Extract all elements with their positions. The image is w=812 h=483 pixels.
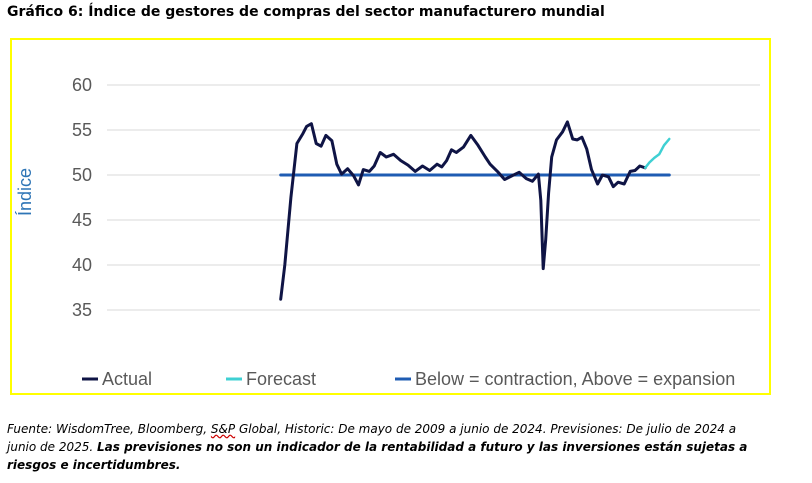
y-tick-label: 50 — [72, 165, 92, 185]
y-tick-label: 55 — [72, 120, 92, 140]
gridlines — [107, 84, 760, 311]
series-actual-line — [279, 120, 647, 301]
y-tick-label: 40 — [72, 255, 92, 275]
y-axis-ticks: 35 40 45 50 55 60 — [72, 75, 92, 320]
chart-svg: 35 40 45 50 55 60 Índice Actual Forecast Below … — [15, 75, 760, 389]
y-axis-label: Índice — [15, 168, 35, 216]
y-tick-label: 35 — [72, 300, 92, 320]
y-tick-label: 60 — [72, 75, 92, 95]
series-forecast-line — [643, 137, 671, 170]
legend-label-1: Forecast — [246, 369, 316, 389]
series-lines — [279, 120, 671, 301]
legend: Actual Forecast Below = contraction, Above… — [82, 369, 735, 389]
footnote: Fuente: WisdomTree, Bloomberg, S&P Globa… — [7, 420, 767, 474]
legend-label-2: Below = contraction, Above = expansion — [415, 369, 735, 389]
footnote-period: Global, Historic: De mayo de 2009 a juni… — [7, 422, 737, 454]
footnote-sp: S&P — [210, 422, 236, 436]
chart-frame: 35 40 45 50 55 60 Índice Actual Forecast Below … — [10, 38, 771, 395]
footnote-source: Fuente: WisdomTree, Bloomberg, — [7, 422, 211, 436]
y-tick-label: 45 — [72, 210, 92, 230]
footnote-disclaimer: Las previsiones no son un indicador de l… — [7, 440, 748, 472]
chart-title: Gráfico 6: Índice de gestores de compras… — [7, 4, 605, 20]
legend-label-0: Actual — [102, 369, 152, 389]
